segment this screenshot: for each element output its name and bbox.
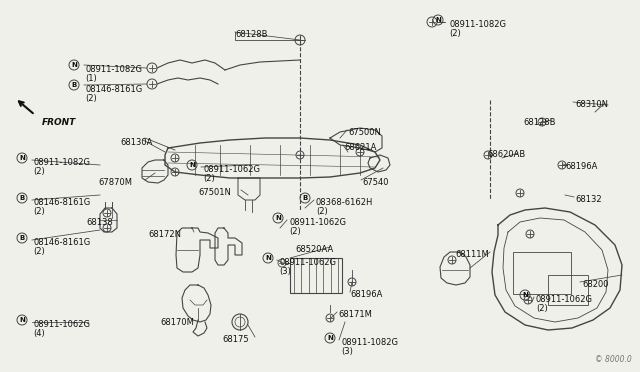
Text: N: N (19, 317, 25, 323)
Text: (2): (2) (449, 29, 461, 38)
Text: 68200: 68200 (582, 280, 609, 289)
Text: B: B (19, 195, 24, 201)
Bar (513, 252, 571, 294)
Text: (2): (2) (289, 227, 301, 236)
Text: 68310N: 68310N (575, 100, 608, 109)
Text: (2): (2) (536, 304, 548, 313)
Text: 08146-8161G: 08146-8161G (85, 85, 142, 94)
Text: N: N (71, 62, 77, 68)
Text: B: B (72, 82, 77, 88)
Text: 08911-1082G: 08911-1082G (449, 20, 506, 29)
Text: B: B (19, 235, 24, 241)
Text: 68172N: 68172N (148, 230, 181, 239)
Text: 68175: 68175 (222, 335, 248, 344)
Text: B: B (302, 195, 308, 201)
Text: FRONT: FRONT (42, 118, 76, 127)
Bar (290, 258, 342, 293)
Text: (2): (2) (85, 94, 97, 103)
Text: 08146-8161G: 08146-8161G (33, 198, 90, 207)
Text: 68132: 68132 (575, 195, 602, 204)
Text: 68128B: 68128B (235, 30, 268, 39)
Text: N: N (275, 215, 281, 221)
Text: 08911-1062G: 08911-1062G (279, 258, 336, 267)
Text: 08368-6162H: 08368-6162H (316, 198, 373, 207)
Text: 68620AB: 68620AB (487, 150, 525, 159)
Text: (2): (2) (203, 174, 215, 183)
Text: 68621A: 68621A (344, 143, 376, 152)
Text: N: N (265, 255, 271, 261)
Text: (3): (3) (279, 267, 291, 276)
Text: 68196A: 68196A (565, 162, 597, 171)
Text: 08911-1062G: 08911-1062G (203, 165, 260, 174)
Text: 67500N: 67500N (348, 128, 381, 137)
Text: 08911-1082G: 08911-1082G (341, 338, 398, 347)
Text: (2): (2) (33, 247, 45, 256)
Text: N: N (189, 162, 195, 168)
Text: 68520AA: 68520AA (295, 245, 333, 254)
Text: 08146-8161G: 08146-8161G (33, 238, 90, 247)
Text: 68171M: 68171M (338, 310, 372, 319)
Text: (1): (1) (85, 74, 97, 83)
Text: (2): (2) (33, 167, 45, 176)
Text: N: N (435, 17, 441, 23)
Text: 08911-1062G: 08911-1062G (33, 320, 90, 329)
Text: 68170M: 68170M (160, 318, 194, 327)
Text: 08911-1082G: 08911-1082G (85, 65, 142, 74)
Text: 67501N: 67501N (198, 188, 231, 197)
Text: 68138: 68138 (86, 218, 113, 227)
Text: 08911-1062G: 08911-1062G (536, 295, 593, 304)
Text: (2): (2) (316, 207, 328, 216)
Text: 68130A: 68130A (120, 138, 152, 147)
Text: (3): (3) (341, 347, 353, 356)
Text: (4): (4) (33, 329, 45, 338)
Text: 67870M: 67870M (98, 178, 132, 187)
Text: N: N (19, 155, 25, 161)
Text: 68128B: 68128B (523, 118, 556, 127)
Text: 67540: 67540 (362, 178, 388, 187)
Text: 08911-1082G: 08911-1082G (33, 158, 90, 167)
Text: N: N (522, 292, 528, 298)
Text: N: N (327, 335, 333, 341)
Bar (548, 275, 588, 305)
Text: © 8000.0: © 8000.0 (595, 355, 632, 364)
Text: 68111M: 68111M (455, 250, 489, 259)
Text: (2): (2) (33, 207, 45, 216)
Text: 68196A: 68196A (350, 290, 382, 299)
Text: 08911-1062G: 08911-1062G (289, 218, 346, 227)
